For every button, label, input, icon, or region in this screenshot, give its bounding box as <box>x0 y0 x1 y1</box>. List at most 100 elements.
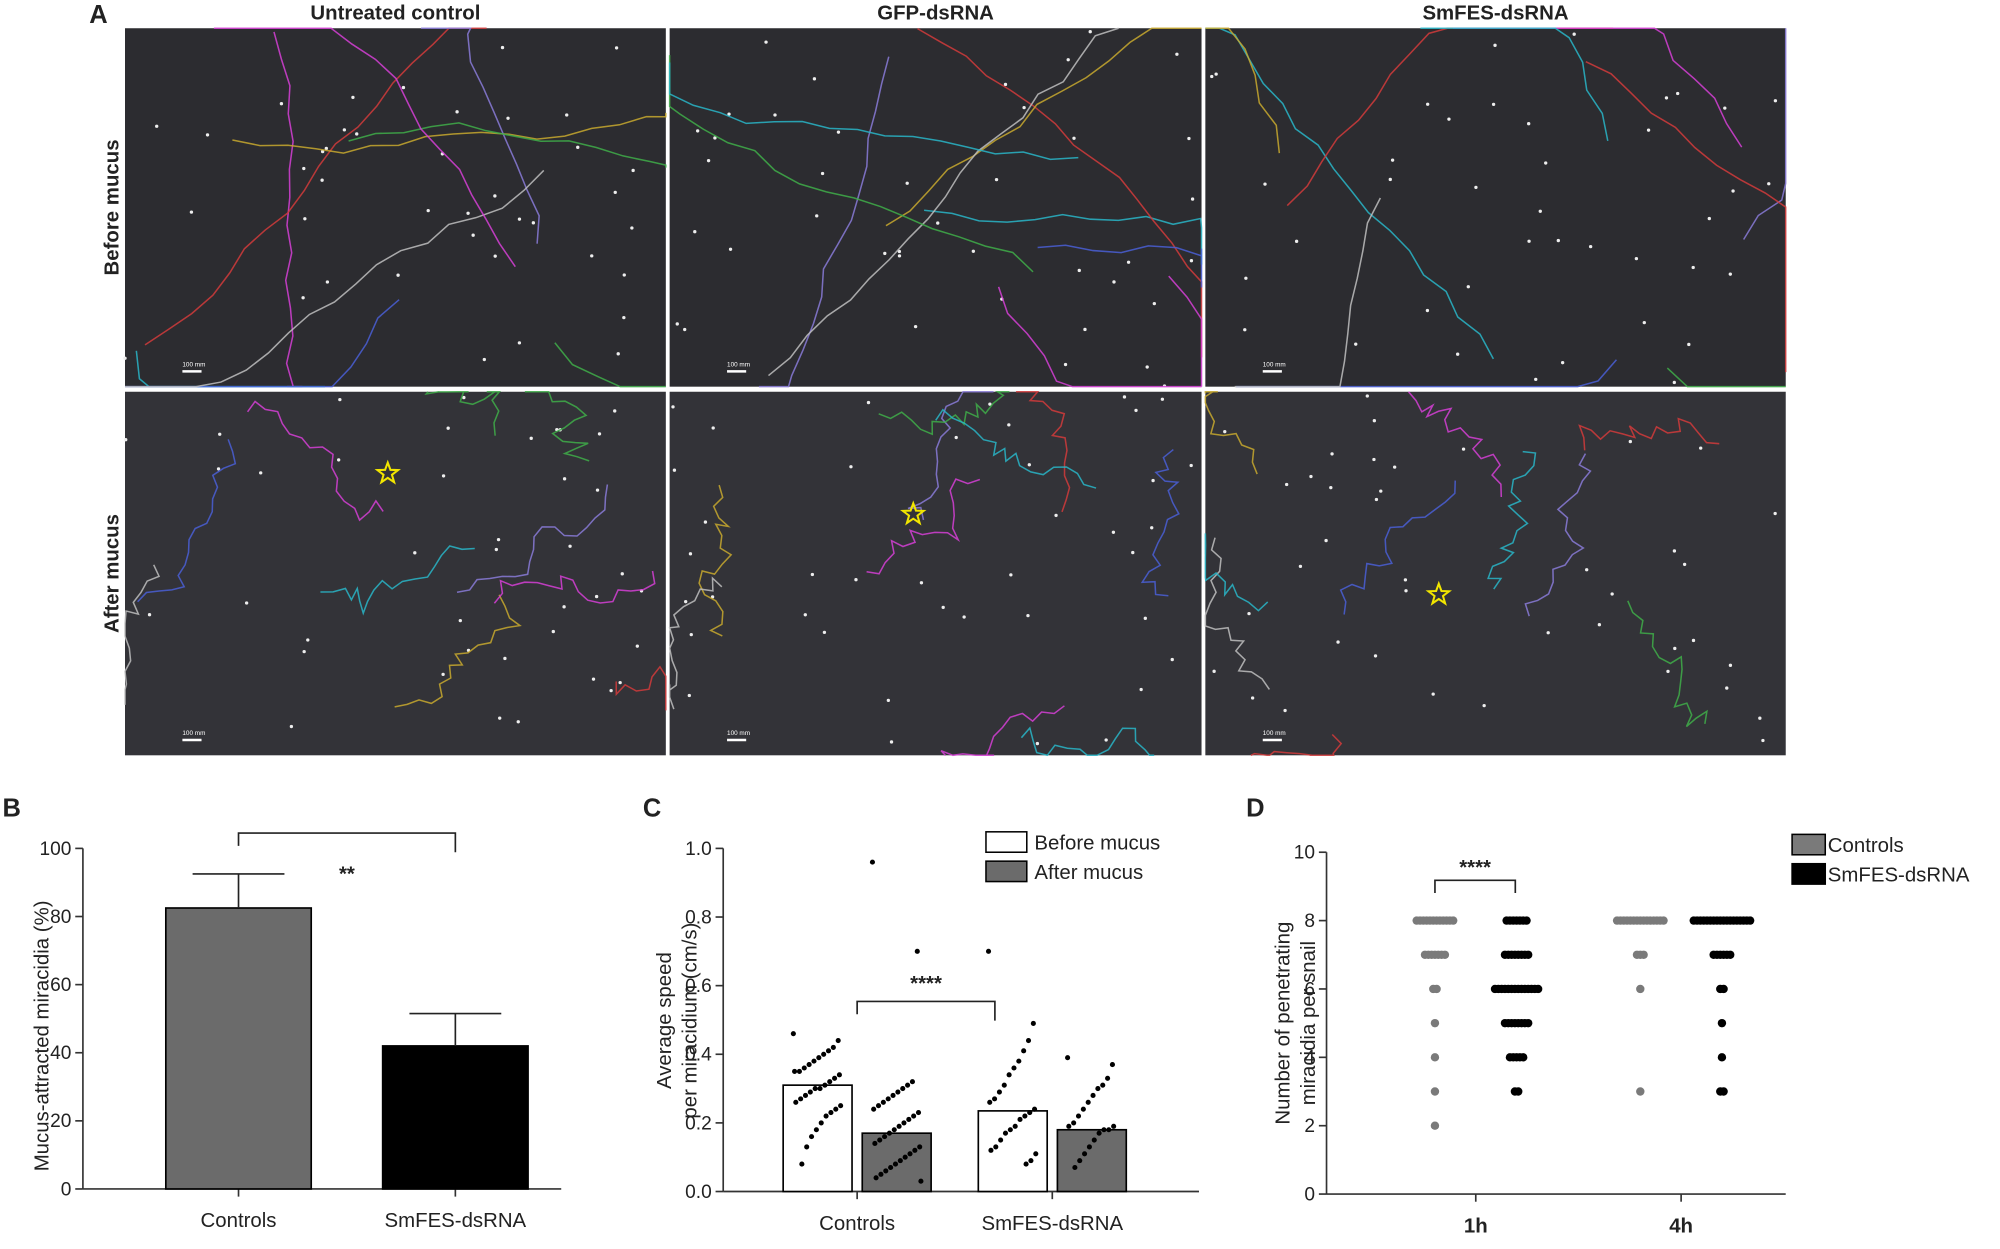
y-tick-label: 6 <box>1304 979 1315 1000</box>
data-point <box>1016 1058 1022 1064</box>
panel-label: A <box>89 1 107 29</box>
speck <box>1426 102 1430 106</box>
speck <box>1642 320 1646 325</box>
speck <box>441 474 446 478</box>
data-point <box>1719 1087 1728 1096</box>
speck <box>1330 452 1334 456</box>
data-point <box>988 1147 994 1153</box>
speck <box>1646 128 1651 132</box>
speck <box>302 649 306 654</box>
speck <box>897 249 902 254</box>
data-point <box>790 1031 796 1037</box>
speck <box>706 159 711 163</box>
trajectory <box>1407 391 1503 498</box>
speck <box>506 116 510 120</box>
speck <box>531 221 536 225</box>
speck <box>1063 362 1068 367</box>
row-title: After mucus <box>102 514 124 633</box>
data-point <box>877 1137 883 1143</box>
speck <box>338 397 342 402</box>
data-point <box>883 1168 889 1174</box>
y-tick-label: 40 <box>50 1043 71 1064</box>
speck <box>590 254 594 258</box>
speck <box>883 251 887 256</box>
data-point <box>1430 1087 1440 1096</box>
data-point <box>792 1068 798 1074</box>
data-point <box>886 1130 892 1136</box>
speck <box>635 644 639 648</box>
speck <box>1112 280 1116 284</box>
trajectory <box>1578 417 1720 451</box>
speck <box>462 395 466 400</box>
target-star <box>374 459 401 485</box>
speck <box>620 572 624 576</box>
speck <box>568 544 572 548</box>
speck <box>672 468 677 472</box>
data-point <box>1080 1106 1086 1112</box>
speck <box>446 426 450 430</box>
data-point <box>1012 1123 1018 1129</box>
target-star <box>900 500 927 526</box>
column-title: SmFES-dsRNA <box>1422 2 1568 24</box>
speck <box>1634 256 1639 261</box>
y-axis-label: Mucus-attracted miracidia (%) <box>31 900 53 1171</box>
speck <box>696 129 700 133</box>
data-point <box>905 1082 911 1088</box>
speck <box>1773 511 1777 516</box>
micrograph <box>669 391 1202 756</box>
speck <box>1687 342 1691 347</box>
speck <box>1298 564 1303 569</box>
trajectory <box>1140 448 1180 597</box>
speck <box>413 551 417 555</box>
speck <box>1728 272 1732 276</box>
y-tick-label: 1.0 <box>685 839 712 860</box>
data-point <box>1105 1075 1111 1081</box>
speck <box>1707 216 1711 221</box>
data-point <box>888 1164 894 1171</box>
data-point <box>1030 1020 1036 1026</box>
data-point <box>871 1106 877 1112</box>
data-point <box>1071 1120 1077 1126</box>
speck <box>836 130 841 134</box>
data-point <box>1101 1127 1107 1133</box>
speck <box>1244 276 1248 280</box>
data-point <box>1522 916 1531 925</box>
y-tick-label: 0 <box>1304 1184 1315 1205</box>
data-point <box>1065 1055 1071 1061</box>
speck <box>671 405 675 409</box>
data-point <box>1533 984 1543 994</box>
speck <box>498 716 502 720</box>
speck <box>1175 52 1179 56</box>
speck <box>123 356 127 360</box>
trajectory <box>1168 275 1203 387</box>
speck <box>713 136 717 140</box>
speck <box>426 208 430 213</box>
speck <box>613 409 617 413</box>
speck <box>1482 703 1486 708</box>
speck <box>1672 549 1677 553</box>
speck <box>155 124 159 128</box>
data-point <box>802 1092 809 1098</box>
speck <box>1474 185 1478 190</box>
speck <box>458 618 462 623</box>
data-point <box>909 1079 915 1085</box>
significance-label: ** <box>339 863 355 885</box>
speck <box>1284 482 1289 487</box>
speck <box>1447 117 1451 121</box>
speck <box>1374 497 1379 502</box>
data-point <box>811 1058 817 1064</box>
speck <box>1027 463 1031 467</box>
trajectory <box>232 112 667 154</box>
scale-bar-label: 100 mm <box>1263 730 1286 737</box>
data-point <box>906 1116 912 1123</box>
data-point <box>901 1120 907 1126</box>
speck <box>147 613 152 617</box>
trajectory <box>1742 28 1787 240</box>
speck <box>1152 301 1156 306</box>
speck <box>325 280 330 284</box>
speck <box>1022 105 1026 110</box>
y-tick-label: 2 <box>1304 1116 1315 1137</box>
speck <box>594 594 599 599</box>
speck <box>1189 259 1194 263</box>
data-point <box>793 1099 799 1105</box>
